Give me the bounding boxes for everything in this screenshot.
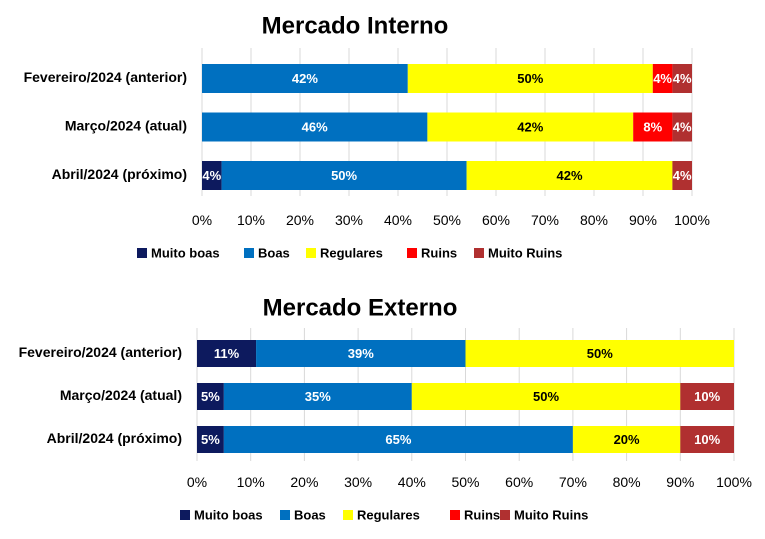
bar-segment — [652, 64, 673, 93]
data-label: 39% — [348, 346, 374, 361]
chart-title: Mercado Externo — [263, 294, 458, 321]
x-tick-label: 60% — [482, 212, 510, 228]
bar-segment — [572, 426, 681, 453]
legend-swatch — [474, 248, 484, 258]
data-label: 10% — [694, 432, 720, 447]
data-label: 4% — [202, 168, 221, 183]
legend-entry: Muito boas — [151, 245, 220, 260]
x-tick-label: 40% — [384, 212, 412, 228]
data-label: 42% — [556, 168, 582, 183]
legend-entry: Muito Ruins — [488, 245, 562, 260]
x-tick-label: 0% — [192, 212, 212, 228]
bar-segment — [202, 64, 408, 93]
legend-entry: Boas — [258, 245, 290, 260]
category-label: Fevereiro/2024 (anterior) — [19, 344, 182, 360]
legend-swatch — [306, 248, 316, 258]
x-tick-label: 30% — [344, 474, 372, 490]
legend-entry: Ruins — [464, 507, 500, 522]
x-tick-label: 80% — [580, 212, 608, 228]
bar-segment — [202, 161, 222, 190]
bar-segment — [223, 426, 573, 453]
data-label: 46% — [302, 119, 328, 134]
data-label: 20% — [614, 432, 640, 447]
bar-segment — [256, 340, 466, 367]
data-label: 50% — [331, 168, 357, 183]
x-tick-label: 10% — [237, 474, 265, 490]
legend-swatch — [180, 510, 190, 520]
data-label: 50% — [517, 71, 543, 86]
bar-segment — [197, 340, 257, 367]
bar-segment — [672, 112, 692, 142]
bar-segment — [672, 161, 692, 190]
x-tick-label: 80% — [613, 474, 641, 490]
x-tick-label: 100% — [716, 474, 752, 490]
legend-entry: Boas — [294, 507, 326, 522]
x-tick-label: 90% — [666, 474, 694, 490]
legend-swatch — [137, 248, 147, 258]
x-tick-label: 70% — [531, 212, 559, 228]
bar-segment — [407, 64, 653, 93]
bar-segment — [672, 64, 692, 93]
bar-segment — [202, 112, 428, 142]
data-label: 42% — [517, 119, 543, 134]
category-label: Fevereiro/2024 (anterior) — [24, 69, 187, 85]
x-tick-label: 0% — [187, 474, 207, 490]
data-label: 5% — [201, 432, 220, 447]
chart-title: Mercado Interno — [262, 12, 449, 39]
x-tick-label: 70% — [559, 474, 587, 490]
legend-swatch — [244, 248, 254, 258]
x-tick-label: 40% — [398, 474, 426, 490]
bar-segment — [680, 426, 734, 453]
legend-entry: Regulares — [357, 507, 420, 522]
data-label: 35% — [305, 389, 331, 404]
data-label: 4% — [673, 71, 692, 86]
bar-segment — [197, 383, 224, 410]
legend-entry: Muito boas — [194, 507, 263, 522]
category-label: Março/2024 (atual) — [60, 387, 182, 403]
legend-entry: Regulares — [320, 245, 383, 260]
legend-entry: Ruins — [421, 245, 457, 260]
bar-segment — [223, 383, 412, 410]
category-label: Abril/2024 (próximo) — [47, 430, 182, 446]
bar-segment — [221, 161, 467, 190]
x-tick-label: 30% — [335, 212, 363, 228]
category-label: Março/2024 (atual) — [65, 118, 187, 134]
x-tick-label: 60% — [505, 474, 533, 490]
category-label: Abril/2024 (próximo) — [52, 166, 187, 182]
x-tick-label: 50% — [451, 474, 479, 490]
data-label: 11% — [214, 346, 240, 361]
bar-segment — [427, 112, 634, 142]
bar-segment — [465, 340, 734, 367]
legend-swatch — [407, 248, 417, 258]
x-tick-label: 90% — [629, 212, 657, 228]
x-tick-label: 50% — [433, 212, 461, 228]
x-tick-label: 20% — [290, 474, 318, 490]
data-label: 42% — [292, 71, 318, 86]
data-label: 65% — [385, 432, 411, 447]
legend-entry: Muito Ruins — [514, 507, 588, 522]
legend-swatch — [343, 510, 353, 520]
data-label: 4% — [673, 119, 692, 134]
bar-segment — [197, 426, 224, 453]
x-tick-label: 20% — [286, 212, 314, 228]
legend-swatch — [500, 510, 510, 520]
x-tick-label: 100% — [674, 212, 710, 228]
data-label: 50% — [587, 346, 613, 361]
data-label: 10% — [694, 389, 720, 404]
bar-segment — [680, 383, 734, 410]
bar-segment — [411, 383, 681, 410]
data-label: 4% — [673, 168, 692, 183]
data-label: 5% — [201, 389, 220, 404]
data-label: 50% — [533, 389, 559, 404]
data-label: 4% — [653, 71, 672, 86]
bar-segment — [633, 112, 673, 142]
legend-swatch — [280, 510, 290, 520]
bar-segment — [466, 161, 673, 190]
data-label: 8% — [643, 119, 662, 134]
legend-swatch — [450, 510, 460, 520]
x-tick-label: 10% — [237, 212, 265, 228]
